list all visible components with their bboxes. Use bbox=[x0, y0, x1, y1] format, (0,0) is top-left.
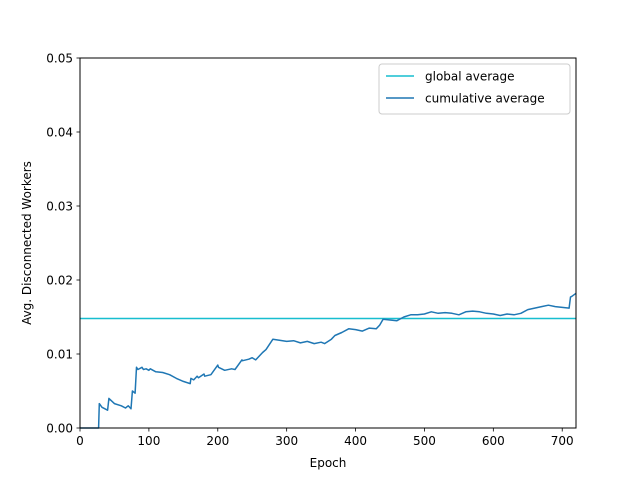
y-tick-label: 0.01 bbox=[46, 348, 73, 362]
y-tick-label: 0.02 bbox=[46, 274, 73, 288]
x-tick-label: 500 bbox=[413, 434, 436, 448]
y-tick-label: 0.04 bbox=[46, 126, 73, 140]
x-tick-label: 200 bbox=[206, 434, 229, 448]
x-tick-label: 300 bbox=[275, 434, 298, 448]
plot-lines bbox=[80, 292, 577, 429]
x-tick-label: 0 bbox=[76, 434, 84, 448]
x-tick-label: 100 bbox=[137, 434, 160, 448]
y-axis-label: Avg. Disconnected Workers bbox=[20, 161, 34, 325]
y-tick-label: 0.05 bbox=[46, 52, 73, 66]
x-tick-label: 600 bbox=[482, 434, 505, 448]
y-tick-label: 0.00 bbox=[46, 422, 73, 436]
x-axis-ticks: 0 100 200 300 400 500 600 700 bbox=[76, 428, 574, 448]
legend-box bbox=[378, 63, 571, 115]
legend-label-cumulative-average: cumulative average bbox=[425, 92, 545, 106]
legend: global average cumulative average bbox=[378, 63, 571, 115]
x-tick-label: 400 bbox=[344, 434, 367, 448]
legend-label-global-average: global average bbox=[425, 70, 515, 84]
axes-frame bbox=[79, 57, 577, 429]
x-tick-label: 700 bbox=[551, 434, 574, 448]
series-cumulative-average bbox=[80, 292, 577, 429]
y-tick-label: 0.03 bbox=[46, 200, 73, 214]
y-axis-ticks: 0.00 0.01 0.02 0.03 0.04 0.05 bbox=[46, 52, 80, 436]
x-axis-label: Epoch bbox=[310, 456, 347, 470]
